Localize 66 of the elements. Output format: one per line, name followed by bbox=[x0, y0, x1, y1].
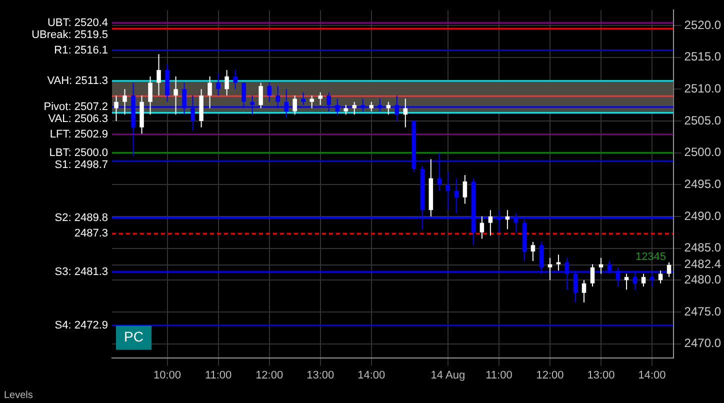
y-tick-label: 2515.0 bbox=[684, 50, 722, 64]
candlestick bbox=[590, 264, 595, 287]
ref-line-label: R1: 2516.1 bbox=[54, 44, 108, 56]
candlestick bbox=[216, 72, 220, 96]
ref-line-label: Pivot: 2507.2 bbox=[44, 101, 108, 113]
candlestick bbox=[310, 95, 314, 109]
candlestick bbox=[598, 257, 604, 274]
ref-line-label: VAH: 2511.3 bbox=[47, 74, 108, 87]
x-tick-label: 14:00 bbox=[638, 369, 666, 382]
y-tick-label: 2475.0 bbox=[684, 304, 722, 318]
y-tick-label: 2490.0 bbox=[684, 208, 722, 223]
candlestick bbox=[454, 178, 459, 214]
ref-line-label: S2: 2489.8 bbox=[54, 212, 108, 224]
candlestick bbox=[258, 82, 263, 109]
candlestick bbox=[208, 76, 212, 109]
ref-line-label: VAL: 2506.3 bbox=[48, 113, 108, 125]
y-tick-label: 2482.4 bbox=[684, 257, 722, 272]
ref-line-label: LFT: 2502.9 bbox=[50, 128, 108, 140]
candlestick bbox=[224, 70, 229, 96]
candlestick bbox=[156, 54, 161, 96]
ref-line-label: S4: 2472.9 bbox=[54, 319, 108, 332]
annotation: PC bbox=[124, 328, 144, 345]
x-tick-label: 11:00 bbox=[486, 369, 512, 382]
candlestick bbox=[446, 171, 450, 211]
candlestick bbox=[318, 92, 322, 106]
x-tick-label: 13:00 bbox=[306, 369, 334, 382]
y-tick-label: 2480.0 bbox=[684, 272, 722, 286]
y-tick-label: 2485.0 bbox=[684, 240, 722, 255]
candlestick bbox=[174, 76, 178, 116]
y-tick-label: 2495.0 bbox=[684, 176, 722, 191]
candlestick bbox=[403, 98, 408, 128]
ref-line-label: LBT: 2500.0 bbox=[49, 146, 108, 159]
ref-line-label: UBreak: 2519.5 bbox=[32, 28, 108, 41]
y-tick-label: 2520.0 bbox=[684, 18, 722, 32]
candlestick bbox=[114, 95, 118, 122]
annotation: 12345 bbox=[635, 250, 666, 263]
ref-line-label: S1: 2498.7 bbox=[54, 158, 108, 171]
y-tick-label: 2505.0 bbox=[684, 113, 722, 128]
ref-line-label: 2487.3 bbox=[74, 228, 108, 240]
candlestick bbox=[480, 216, 484, 240]
candlestick bbox=[292, 95, 297, 116]
candlestick bbox=[462, 174, 468, 204]
candlestick bbox=[233, 70, 238, 90]
candlestick bbox=[122, 88, 127, 116]
candlestick bbox=[548, 257, 552, 281]
x-tick-label: 11:00 bbox=[204, 369, 232, 382]
y-tick-label: 2500.0 bbox=[684, 145, 722, 160]
x-tick-label: 12:00 bbox=[256, 369, 284, 382]
candlestick bbox=[148, 76, 152, 116]
ref-line-label: UBT: 2520.4 bbox=[47, 16, 108, 29]
x-tick-label: 10:00 bbox=[154, 369, 182, 382]
candlestick bbox=[582, 280, 586, 303]
candlestick bbox=[488, 210, 493, 236]
x-tick-label: 12:00 bbox=[536, 369, 564, 382]
candlestick bbox=[666, 262, 672, 278]
x-tick-label: 13:00 bbox=[587, 369, 615, 382]
candlestick bbox=[530, 241, 536, 262]
x-tick-label: 14:00 bbox=[358, 369, 386, 382]
candlestick bbox=[641, 273, 646, 287]
text: Levels bbox=[4, 390, 33, 401]
candlestick bbox=[267, 82, 272, 102]
ref-line-label: S3: 2481.3 bbox=[54, 266, 108, 278]
candlestick bbox=[344, 104, 348, 116]
y-tick-label: 2510.0 bbox=[684, 81, 722, 96]
x-tick-label: 14 Aug bbox=[430, 369, 466, 382]
y-tick-label: 2470.0 bbox=[684, 336, 722, 350]
